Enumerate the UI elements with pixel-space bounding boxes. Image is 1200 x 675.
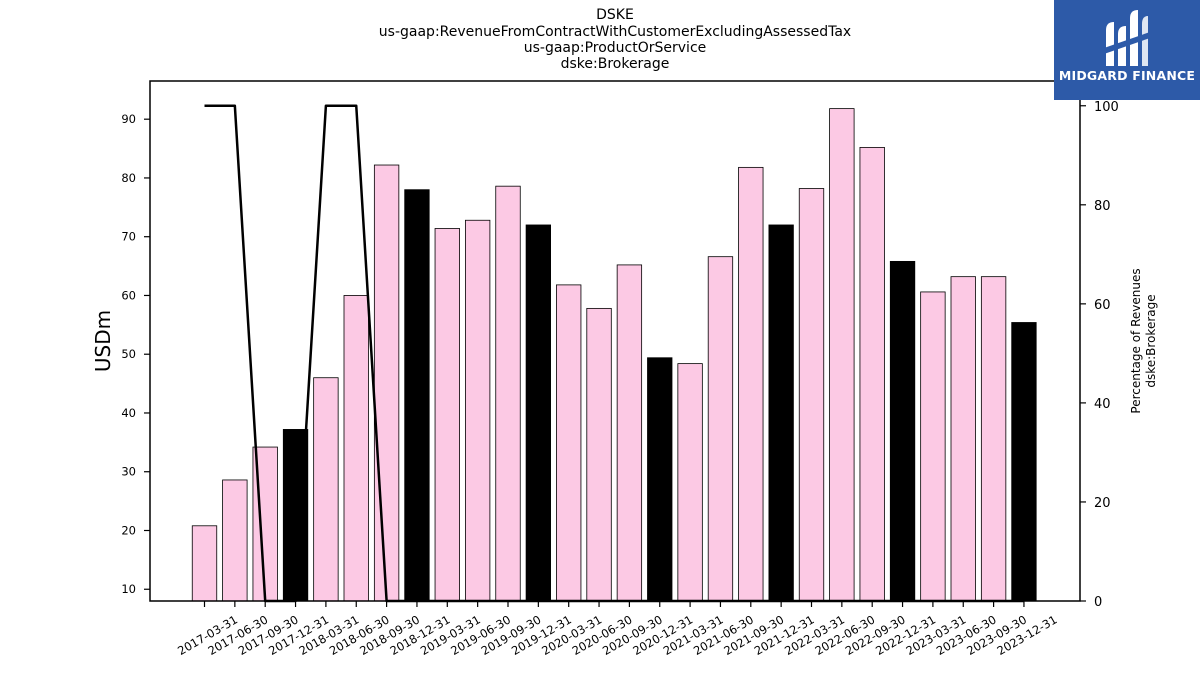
bar [677, 363, 703, 602]
right-axis-label: Percentage of Revenues [1129, 268, 1143, 413]
right-tick-label: 0 [1094, 595, 1102, 610]
plot-frame [149, 80, 1081, 602]
bar [829, 108, 855, 602]
bar [889, 260, 916, 602]
bar [343, 295, 369, 602]
bar [738, 166, 764, 602]
bar [525, 224, 551, 602]
bar [980, 276, 1007, 602]
chart-title-member: dske:Brokerage [560, 56, 670, 72]
left-tick-label: 30 [121, 465, 136, 479]
chart-title-axis: us-gaap:ProductOrService [523, 40, 707, 56]
bar [373, 164, 400, 602]
right-tick-label: 40 [1094, 397, 1111, 412]
chart-title-concept: us-gaap:RevenueFromContractWithCustomerE… [378, 24, 852, 40]
left-tick-label: 50 [121, 347, 136, 361]
right-axis-label: dske:Brokerage [1144, 294, 1158, 387]
left-tick-label: 70 [121, 230, 136, 244]
bar [707, 256, 734, 602]
bar [616, 264, 643, 602]
chart-title-ticker: DSKE [596, 7, 634, 23]
left-tick-label: 20 [121, 523, 136, 537]
logo-text: MIDGARD FINANCE [1058, 68, 1196, 83]
left-tick-label: 60 [121, 288, 136, 302]
right-tick-label: 60 [1094, 298, 1111, 313]
left-tick-label: 40 [121, 406, 136, 420]
bar [647, 357, 673, 602]
bar [950, 276, 976, 602]
bar [464, 219, 491, 602]
right-tick-label: 20 [1094, 496, 1111, 511]
bar [798, 188, 825, 602]
bar [434, 228, 460, 602]
left-tick-label: 90 [121, 112, 136, 126]
right-tick-label: 80 [1094, 199, 1111, 214]
bar [1011, 322, 1037, 602]
bar [586, 307, 612, 602]
bar [495, 185, 521, 602]
left-axis-label: USDm [91, 310, 115, 372]
left-tick-label: 80 [121, 171, 136, 185]
bar [920, 291, 946, 602]
right-tick-label: 100 [1094, 100, 1119, 115]
midgard-logo-mark-icon [1104, 10, 1150, 66]
bar [313, 377, 339, 602]
bar [768, 224, 794, 602]
bar [556, 284, 582, 602]
left-tick-label: 10 [121, 582, 136, 596]
bar [404, 189, 430, 602]
bar [191, 525, 218, 602]
midgard-finance-logo: MIDGARD FINANCE [1054, 0, 1200, 100]
bar [859, 146, 885, 602]
bar [222, 479, 248, 602]
